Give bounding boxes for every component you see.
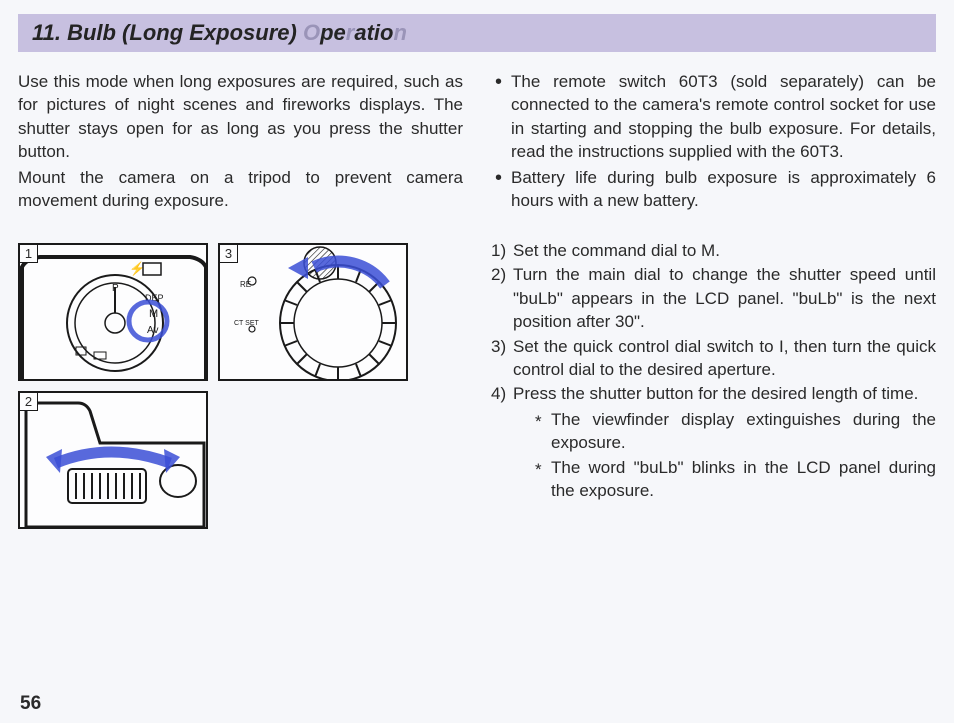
two-column-layout: Use this mode when long exposures are re… — [18, 70, 936, 529]
step-text: Turn the main dial to change the shutter… — [513, 265, 936, 331]
figure-2-svg — [20, 393, 208, 529]
svg-text:M: M — [149, 308, 158, 320]
step-item: 3)Set the quick control dial switch to I… — [491, 335, 936, 382]
figure-1-svg: DEP M Av P ⚡ — [20, 245, 208, 381]
svg-text:CT SET: CT SET — [234, 320, 259, 327]
step-notes: The viewfinder display extinguishes duri… — [513, 408, 936, 503]
section-title-bar: 11. Bulb (Long Exposure) Operation — [18, 14, 936, 52]
title-fade-n: n — [393, 20, 406, 45]
figure-tag: 2 — [20, 393, 38, 411]
note-item: The word "buLb" blinks in the LCD panel … — [535, 456, 936, 503]
step-text: Press the shutter button for the desired… — [513, 384, 918, 403]
bullet-list: The remote switch 60T3 (sold separately)… — [491, 70, 936, 213]
step-item: 2)Turn the main dial to change the shutt… — [491, 263, 936, 333]
title-main: 11. Bulb (Long Exposure) — [32, 20, 303, 45]
step-item: 1)Set the command dial to M. — [491, 239, 936, 262]
manual-page: 11. Bulb (Long Exposure) Operation Use t… — [18, 14, 936, 715]
svg-text:Av: Av — [147, 325, 159, 336]
figure-3-svg: RE CT SET — [220, 245, 408, 381]
title-mid-atio: atio — [354, 20, 393, 45]
step-text: Set the command dial to M. — [513, 241, 720, 260]
step-text: Set the quick control dial switch to I, … — [513, 337, 936, 379]
step-item: 4)Press the shutter button for the desir… — [491, 382, 936, 502]
page-number: 56 — [20, 693, 41, 715]
figure-grid: 1 DEP M Av P — [18, 243, 463, 529]
bullet-item: Battery life during bulb exposure is app… — [491, 166, 936, 213]
title-mid-pe: pe — [320, 20, 346, 45]
figure-3-quick-control-dial: 3 — [218, 243, 408, 381]
left-column: Use this mode when long exposures are re… — [18, 70, 463, 529]
figure-tag: 3 — [220, 245, 238, 263]
intro-paragraph-1: Use this mode when long exposures are re… — [18, 70, 463, 164]
figure-tag: 1 — [20, 245, 38, 263]
svg-text:P: P — [112, 283, 119, 294]
note-item: The viewfinder display extinguishes duri… — [535, 408, 936, 455]
right-column: The remote switch 60T3 (sold separately)… — [491, 70, 936, 529]
figure-1-command-dial: 1 DEP M Av P — [18, 243, 208, 381]
title-fade-o: O — [303, 20, 320, 45]
intro-paragraph-2: Mount the camera on a tripod to prevent … — [18, 166, 463, 213]
bullet-item: The remote switch 60T3 (sold separately)… — [491, 70, 936, 164]
figure-2-main-dial: 2 — [18, 391, 208, 529]
numbered-steps: 1)Set the command dial to M. 2)Turn the … — [491, 239, 936, 503]
svg-text:RE: RE — [240, 280, 251, 289]
